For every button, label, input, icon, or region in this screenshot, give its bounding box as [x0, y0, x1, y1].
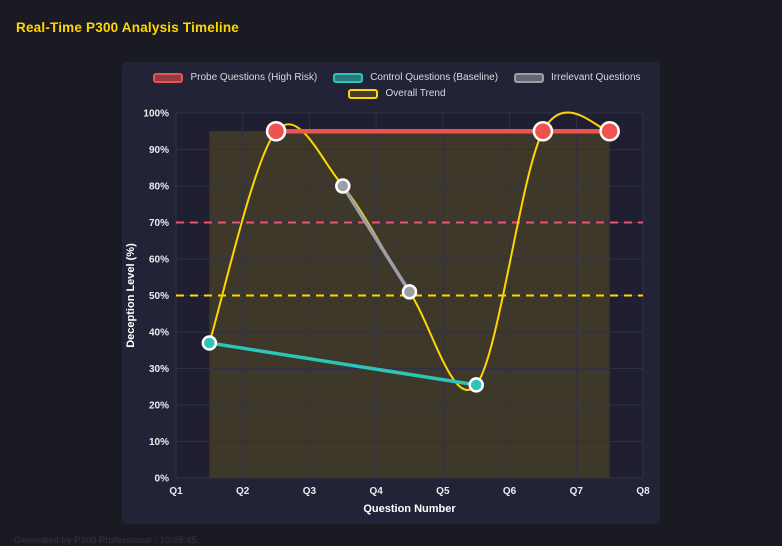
svg-text:Q4: Q4	[369, 486, 383, 497]
svg-text:Q8: Q8	[636, 486, 650, 497]
svg-text:10%: 10%	[149, 437, 169, 448]
legend-label-control: Control Questions (Baseline)	[370, 72, 499, 83]
data-point[interactable]	[401, 284, 418, 300]
svg-text:Q6: Q6	[503, 486, 517, 497]
legend-label-irrelevant: Irrelevant Questions	[551, 72, 641, 83]
data-point[interactable]	[201, 335, 218, 351]
svg-text:70%: 70%	[149, 218, 169, 229]
data-point[interactable]	[599, 121, 620, 142]
analysis-band	[209, 131, 610, 478]
y-tick-labels: 0% 10% 20% 30% 40% 50% 60% 70% 80% 90% 100%	[143, 109, 169, 485]
svg-text:80%: 80%	[149, 182, 169, 193]
svg-text:Q7: Q7	[570, 486, 584, 497]
chart-canvas[interactable]: 0%10%20%30%40%50%60%70%80%90%100%Q1 Q2 Q3 Q…	[122, 105, 660, 524]
legend-label-trend: Overall Trend	[385, 88, 446, 99]
legend-swatch-irrelevant	[514, 72, 545, 83]
svg-text:60%: 60%	[149, 255, 169, 266]
legend-swatch-trend	[348, 88, 379, 99]
chart-legend: Probe Questions (High Risk) Control Ques…	[122, 62, 660, 99]
svg-text:100%: 100%	[143, 109, 169, 120]
svg-text:20%: 20%	[149, 401, 169, 412]
data-point[interactable]	[468, 377, 484, 393]
legend-item-overall-trend[interactable]: Overall Trend	[348, 88, 446, 99]
svg-text:Q3: Q3	[303, 486, 317, 497]
footer-note: Generated by P300 Professional - 10:05:4…	[14, 535, 197, 546]
legend-item-irrelevant-questions[interactable]: Irrelevant Questions	[514, 72, 641, 83]
legend-item-control-questions[interactable]: Control Questions (Baseline)	[333, 72, 498, 83]
legend-label-probe: Probe Questions (High Risk)	[190, 72, 318, 83]
svg-text:90%: 90%	[149, 145, 169, 156]
legend-row-1: Probe Questions (High Risk) Control Ques…	[153, 72, 641, 83]
page-title: Real-Time P300 Analysis Timeline	[16, 20, 240, 35]
svg-text:0%: 0%	[155, 474, 170, 485]
x-tick-labels: Q1 Q2 Q3 Q4 Q5 Q6 Q7 Q8	[169, 486, 650, 497]
x-axis-title: Question Number	[363, 503, 456, 515]
svg-text:Q5: Q5	[436, 486, 450, 497]
legend-item-probe-questions[interactable]: Probe Questions (High Risk)	[153, 72, 317, 83]
svg-text:30%: 30%	[149, 364, 169, 375]
y-axis-title: Deception Level (%)	[125, 243, 137, 348]
svg-text:Q2: Q2	[236, 486, 250, 497]
svg-text:40%: 40%	[149, 328, 169, 339]
legend-row-2: Overall Trend	[348, 88, 446, 99]
data-point[interactable]	[532, 121, 554, 142]
chart-panel: Probe Questions (High Risk) Control Ques…	[122, 62, 660, 524]
legend-swatch-probe	[153, 72, 184, 83]
svg-text:50%: 50%	[149, 291, 169, 302]
data-point[interactable]	[265, 121, 287, 142]
svg-text:Q1: Q1	[169, 486, 183, 497]
legend-swatch-control	[333, 72, 364, 83]
series-line	[207, 341, 478, 387]
data-point[interactable]	[335, 178, 351, 194]
series-line	[341, 184, 412, 294]
